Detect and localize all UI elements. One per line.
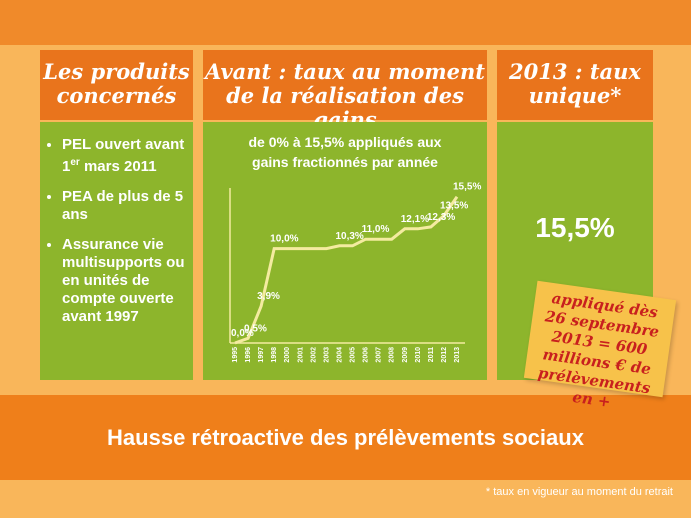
column-body: PEL ouvert avant 1er mars 2011 PEA de pl… bbox=[40, 122, 193, 380]
sticky-note: appliqué dès 26 septembre 2013 = 600 mil… bbox=[523, 280, 677, 411]
footnote: * taux en vigueur au moment du retrait bbox=[485, 486, 673, 498]
x-tick-label: 2003 bbox=[323, 347, 330, 363]
x-tick-label: 2000 bbox=[284, 347, 291, 363]
x-tick-label: 2011 bbox=[428, 347, 435, 362]
bullet: Assurance vie multisupports ou en unités… bbox=[62, 236, 193, 326]
banner-band bbox=[0, 395, 691, 480]
bullet-sup: er bbox=[70, 157, 80, 168]
column-title: Les produits concernés bbox=[40, 50, 193, 120]
data-label: 11,0% bbox=[362, 224, 390, 235]
column-title: Avant : taux au moment de la réalisation… bbox=[203, 50, 487, 132]
x-tick-label: 2005 bbox=[350, 347, 357, 363]
line bbox=[234, 195, 459, 345]
bullet: PEA de plus de 5 ans bbox=[62, 188, 193, 224]
data-label: 15,5% bbox=[453, 182, 481, 193]
data-label: 13,5% bbox=[440, 201, 468, 212]
x-tick-label: 2002 bbox=[310, 347, 317, 363]
column-body: de 0% à 15,5% appliqués aux gains fracti… bbox=[203, 122, 487, 380]
data-label: 0,0% bbox=[231, 328, 254, 339]
bullet-text: mars 2011 bbox=[79, 158, 157, 175]
x-tick-label: 2010 bbox=[415, 347, 422, 363]
chart: 1995 1996 1997 1998 2000 2001 2002 2003 2004 2005… bbox=[229, 182, 481, 363]
x-tick-label: 1995 bbox=[232, 347, 239, 363]
x-tick-label: 2013 bbox=[454, 347, 461, 363]
x-tick-label: 1996 bbox=[245, 347, 252, 363]
x-tick-label: 2012 bbox=[441, 347, 448, 363]
data-label: 0,5% bbox=[244, 323, 267, 334]
bullet: PEL ouvert avant 1er mars 2011 bbox=[62, 136, 193, 176]
x-tick-label: 2007 bbox=[376, 347, 383, 363]
x-tick-label: 2008 bbox=[389, 347, 396, 363]
bullet-text: PEL ouvert avant 1 bbox=[62, 136, 185, 175]
x-tick-label: 2006 bbox=[363, 347, 370, 363]
top-band bbox=[0, 0, 691, 45]
bullet-list: PEL ouvert avant 1er mars 2011 PEA de pl… bbox=[40, 136, 193, 326]
x-tick-label: 2001 bbox=[297, 347, 304, 363]
x-tick-label: 2004 bbox=[336, 347, 343, 363]
data-label: 10,3% bbox=[335, 231, 363, 242]
data-label: 10,0% bbox=[270, 234, 298, 245]
chart-subtitle: de 0% à 15,5% appliqués aux gains fracti… bbox=[248, 134, 442, 170]
x-tick-label: 1998 bbox=[271, 347, 278, 363]
banner: Hausse rétroactive des prélèvements soci… bbox=[107, 425, 584, 450]
data-label: 3,9% bbox=[257, 291, 280, 302]
x-tick-label: 2009 bbox=[402, 347, 409, 363]
x-tick-label: 1997 bbox=[258, 347, 265, 363]
data-label: 12,1% bbox=[401, 214, 429, 225]
rate: 15,5% bbox=[535, 212, 615, 243]
column-title: 2013 : taux unique* bbox=[497, 50, 653, 120]
data-label: 12,3% bbox=[427, 212, 455, 223]
